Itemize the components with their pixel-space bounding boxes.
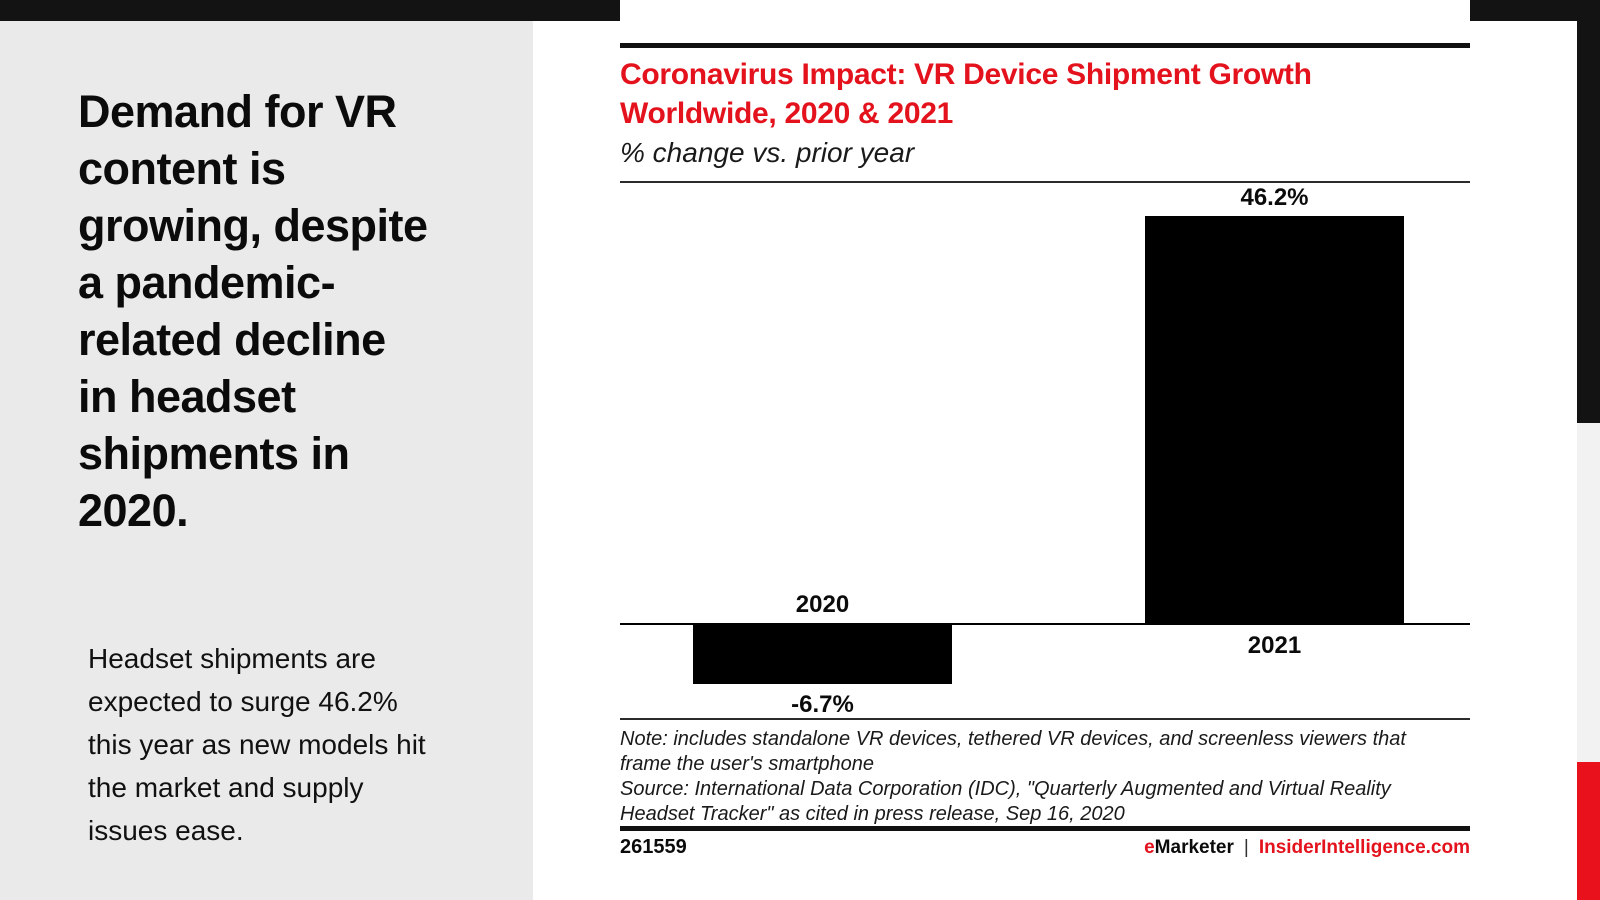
slide-body-text: Headset shipments are expected to surge … <box>88 643 426 846</box>
brand-emarketer-name: Marketer <box>1154 837 1234 858</box>
left-text-panel: Demand for VR content is growing, despit… <box>0 21 533 900</box>
strip-black-segment <box>1577 0 1600 423</box>
chart-title: Coronavirus Impact: VR Device Shipment G… <box>620 58 1312 130</box>
bar-2020 <box>693 625 952 684</box>
chart-footer: 261559 e Marketer | InsiderIntelligence.c… <box>620 836 1470 859</box>
chart-id: 261559 <box>620 836 687 858</box>
value-label-2020: -6.7% <box>791 691 854 718</box>
category-label-2020: 2020 <box>795 591 850 618</box>
bar-2021 <box>1145 216 1404 623</box>
chart-notes: Note: includes standalone VR devices, te… <box>620 727 1470 827</box>
brand-lockup: e Marketer | InsiderIntelligence.com <box>1144 837 1470 859</box>
value-label-2021: 46.2% <box>1240 184 1309 211</box>
bar-chart-plot: 2020 2021 -6.7% 46.2% <box>620 181 1470 720</box>
strip-gray-segment <box>1577 423 1600 762</box>
category-label-2021: 2021 <box>1247 632 1302 659</box>
chart-source: Source: International Data Corporation (… <box>620 778 1391 825</box>
zero-axis-line <box>620 623 1470 625</box>
right-accent-strip <box>1577 0 1600 900</box>
chart-top-rule <box>620 43 1470 48</box>
chart-panel: Coronavirus Impact: VR Device Shipment G… <box>620 0 1470 900</box>
strip-red-segment <box>1577 762 1600 900</box>
brand-separator: | <box>1243 837 1249 858</box>
brand-site-link[interactable]: InsiderIntelligence.com <box>1258 837 1470 858</box>
slide-headline: Demand for VR content is growing, despit… <box>78 86 428 536</box>
chart-subtitle: % change vs. prior year <box>620 137 915 168</box>
chart-note: Note: includes standalone VR devices, te… <box>620 728 1406 775</box>
brand-emarketer-e: e <box>1144 837 1155 858</box>
chart-bottom-rule <box>620 826 1470 831</box>
